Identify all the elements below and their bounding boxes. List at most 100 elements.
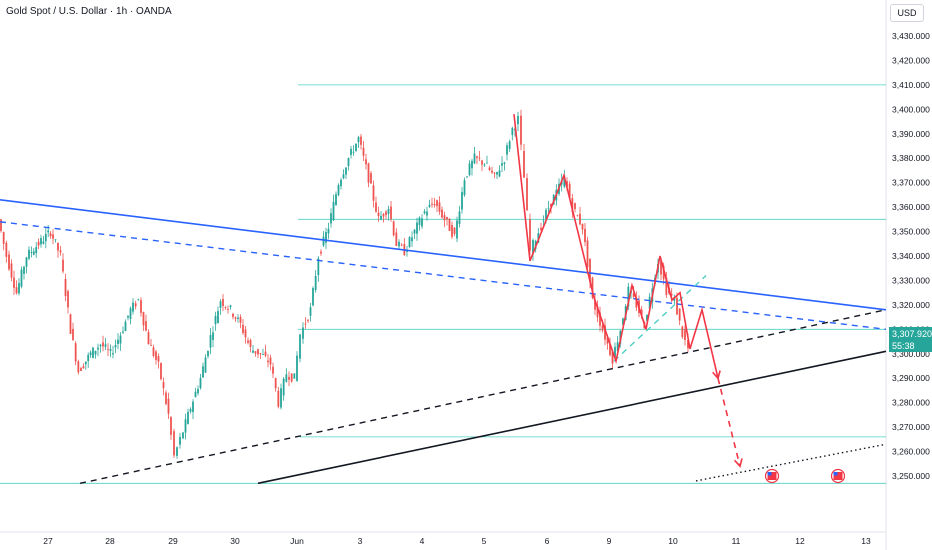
x-tick-label: 13	[861, 536, 871, 546]
y-tick-label: 3,390.000	[892, 129, 930, 139]
candle-body	[648, 296, 651, 309]
dashed-teal-trendline	[613, 275, 707, 362]
candle-body	[44, 233, 47, 242]
candle-body	[529, 219, 531, 251]
candle-body	[517, 115, 519, 125]
candle-body	[10, 263, 13, 278]
candle-body	[526, 178, 528, 211]
candle-body	[483, 164, 486, 166]
solid-black-trendline	[257, 350, 887, 485]
candle-body	[140, 300, 142, 313]
candle-body	[574, 203, 576, 210]
candle-body	[542, 220, 545, 222]
candle-body	[35, 247, 38, 254]
candle-body	[119, 335, 122, 344]
candle-body	[589, 258, 591, 283]
candle-body	[237, 317, 239, 319]
candle-body	[606, 337, 609, 344]
candle-body	[52, 234, 54, 239]
y-tick-label: 3,400.000	[892, 104, 930, 114]
candle-body	[269, 357, 272, 365]
candle-body	[458, 211, 461, 224]
x-tick-label: 5	[482, 536, 487, 546]
candle-body	[222, 299, 224, 306]
candle-body	[568, 183, 571, 198]
candle-body	[242, 324, 244, 333]
x-tick-label: 27	[43, 536, 53, 546]
candle-body	[109, 348, 112, 351]
candle-body	[337, 185, 340, 196]
candle-body	[99, 344, 102, 347]
candle-body	[42, 241, 45, 244]
candle-body	[309, 307, 312, 316]
candle-body	[132, 302, 134, 312]
candle-body	[150, 345, 152, 347]
candle-body	[488, 167, 491, 171]
time-axis: 27 28 29 30 Jun 3 4 5 6 9 10 11 12 13	[43, 536, 871, 546]
candle-body	[165, 392, 167, 405]
candle-body	[152, 347, 155, 356]
candle-body	[423, 211, 426, 214]
dashed-blue-trendline	[0, 221, 887, 331]
candle-body	[563, 175, 566, 187]
candle-body	[599, 312, 601, 326]
candle-body	[254, 351, 257, 354]
candle-body	[74, 343, 77, 362]
y-tick-label: 3,430.000	[892, 31, 930, 41]
candle-body	[372, 185, 375, 201]
candle-body	[501, 163, 503, 166]
candle-body	[496, 171, 498, 175]
candle-body	[28, 249, 30, 259]
candle-body	[448, 218, 451, 232]
x-tick-label: 28	[105, 536, 115, 546]
candle-body	[493, 172, 496, 174]
y-tick-label: 3,260.000	[892, 447, 930, 457]
x-tick-label: 12	[795, 536, 805, 546]
candle-body	[601, 325, 604, 331]
candle-body	[468, 163, 471, 176]
candle-body	[327, 228, 330, 234]
candle-body	[332, 201, 335, 221]
candle-body	[616, 342, 619, 352]
candle-body	[426, 211, 428, 216]
candle-body	[247, 340, 249, 343]
candle-body	[13, 277, 15, 288]
candle-body	[176, 447, 178, 456]
projection-arrowhead	[712, 370, 721, 380]
candle-body	[244, 329, 247, 338]
candle-body	[511, 127, 514, 135]
candle-body	[54, 239, 57, 241]
candle-body	[390, 206, 392, 220]
candle-body	[325, 232, 327, 243]
candle-body	[635, 298, 638, 308]
candle-body	[532, 240, 534, 255]
candle-body	[155, 351, 157, 360]
candle-body	[69, 314, 72, 334]
candle-body	[202, 366, 204, 378]
candle-body	[347, 158, 350, 167]
candle-body	[207, 350, 209, 357]
candle-body	[670, 293, 673, 296]
candle-body	[274, 378, 277, 389]
candle-body	[611, 351, 614, 364]
candle-body	[47, 230, 50, 233]
candle-body	[622, 318, 624, 325]
candle-body	[40, 238, 42, 245]
candle-body	[385, 211, 387, 216]
candle-body	[441, 209, 443, 218]
y-tick-label: 3,280.000	[892, 398, 930, 408]
candle-body	[62, 259, 64, 272]
candle-body	[199, 378, 202, 389]
x-tick-label: 29	[168, 536, 178, 546]
candle-body	[627, 286, 630, 307]
candle-body	[77, 361, 80, 373]
currency-selector[interactable]: USD	[890, 4, 924, 22]
candle-body	[581, 223, 584, 230]
candle-body	[632, 293, 635, 297]
candle-body	[609, 343, 611, 355]
y-tick-label: 3,370.000	[892, 178, 930, 188]
candle-body	[380, 215, 382, 220]
candle-body	[491, 170, 493, 173]
candle-body	[239, 316, 242, 323]
